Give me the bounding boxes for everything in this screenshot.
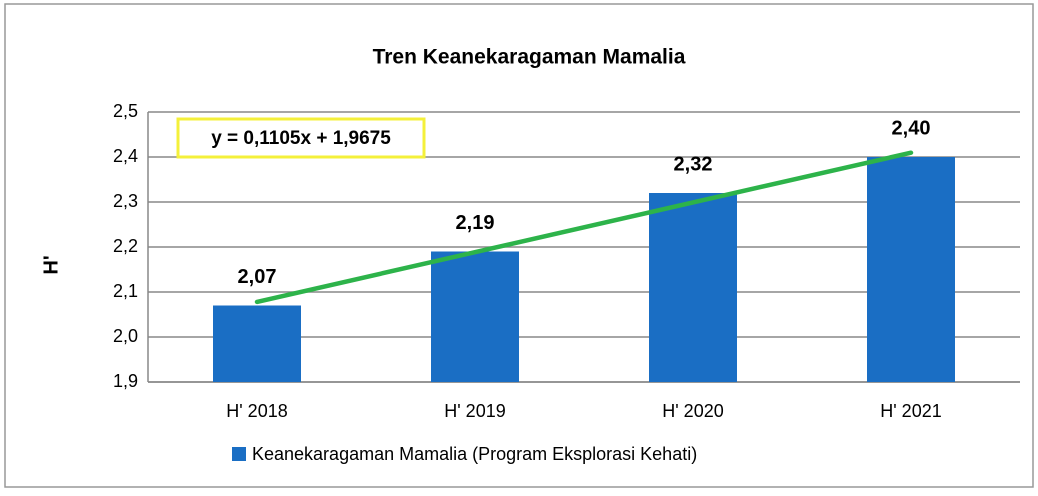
y-tick-label: 1,9 [113,371,138,391]
bar [867,157,955,382]
data-label: 2,19 [456,212,495,234]
legend-swatch [232,447,246,461]
y-axis-label: H' [40,255,62,274]
overlay: 2,07 2,19 2,32 2,40 y = 0,1105x + 1,9675 [176,117,931,305]
trendline-equation: y = 0,1105x + 1,9675 [211,128,391,149]
y-tick-label: 2,3 [113,191,138,211]
chart-frame [4,3,1034,488]
y-tick-label: 2,0 [113,326,138,346]
y-tick-label: 2,2 [113,236,138,256]
y-tick-label: 2,5 [113,101,138,121]
data-label: 2,32 [674,153,713,175]
bars [213,157,955,382]
bar [213,305,301,382]
x-tick-label: H' 2019 [444,401,505,421]
x-tick-label: H' 2018 [226,401,287,421]
bar [431,251,519,382]
legend-label: Keanekaragaman Mamalia (Program Eksplora… [252,444,697,464]
y-tick-label: 2,4 [113,146,138,166]
y-tick-label: 2,1 [113,281,138,301]
chart-title: Tren Keanekaragaman Mamalia [373,46,686,69]
data-label: 2,07 [238,266,277,288]
x-tick-label: H' 2020 [662,401,723,421]
x-tick-label: H' 2021 [880,401,941,421]
data-label: 2,40 [892,117,931,139]
trendline [254,150,914,305]
equation-box [176,117,426,159]
bar [649,193,737,382]
